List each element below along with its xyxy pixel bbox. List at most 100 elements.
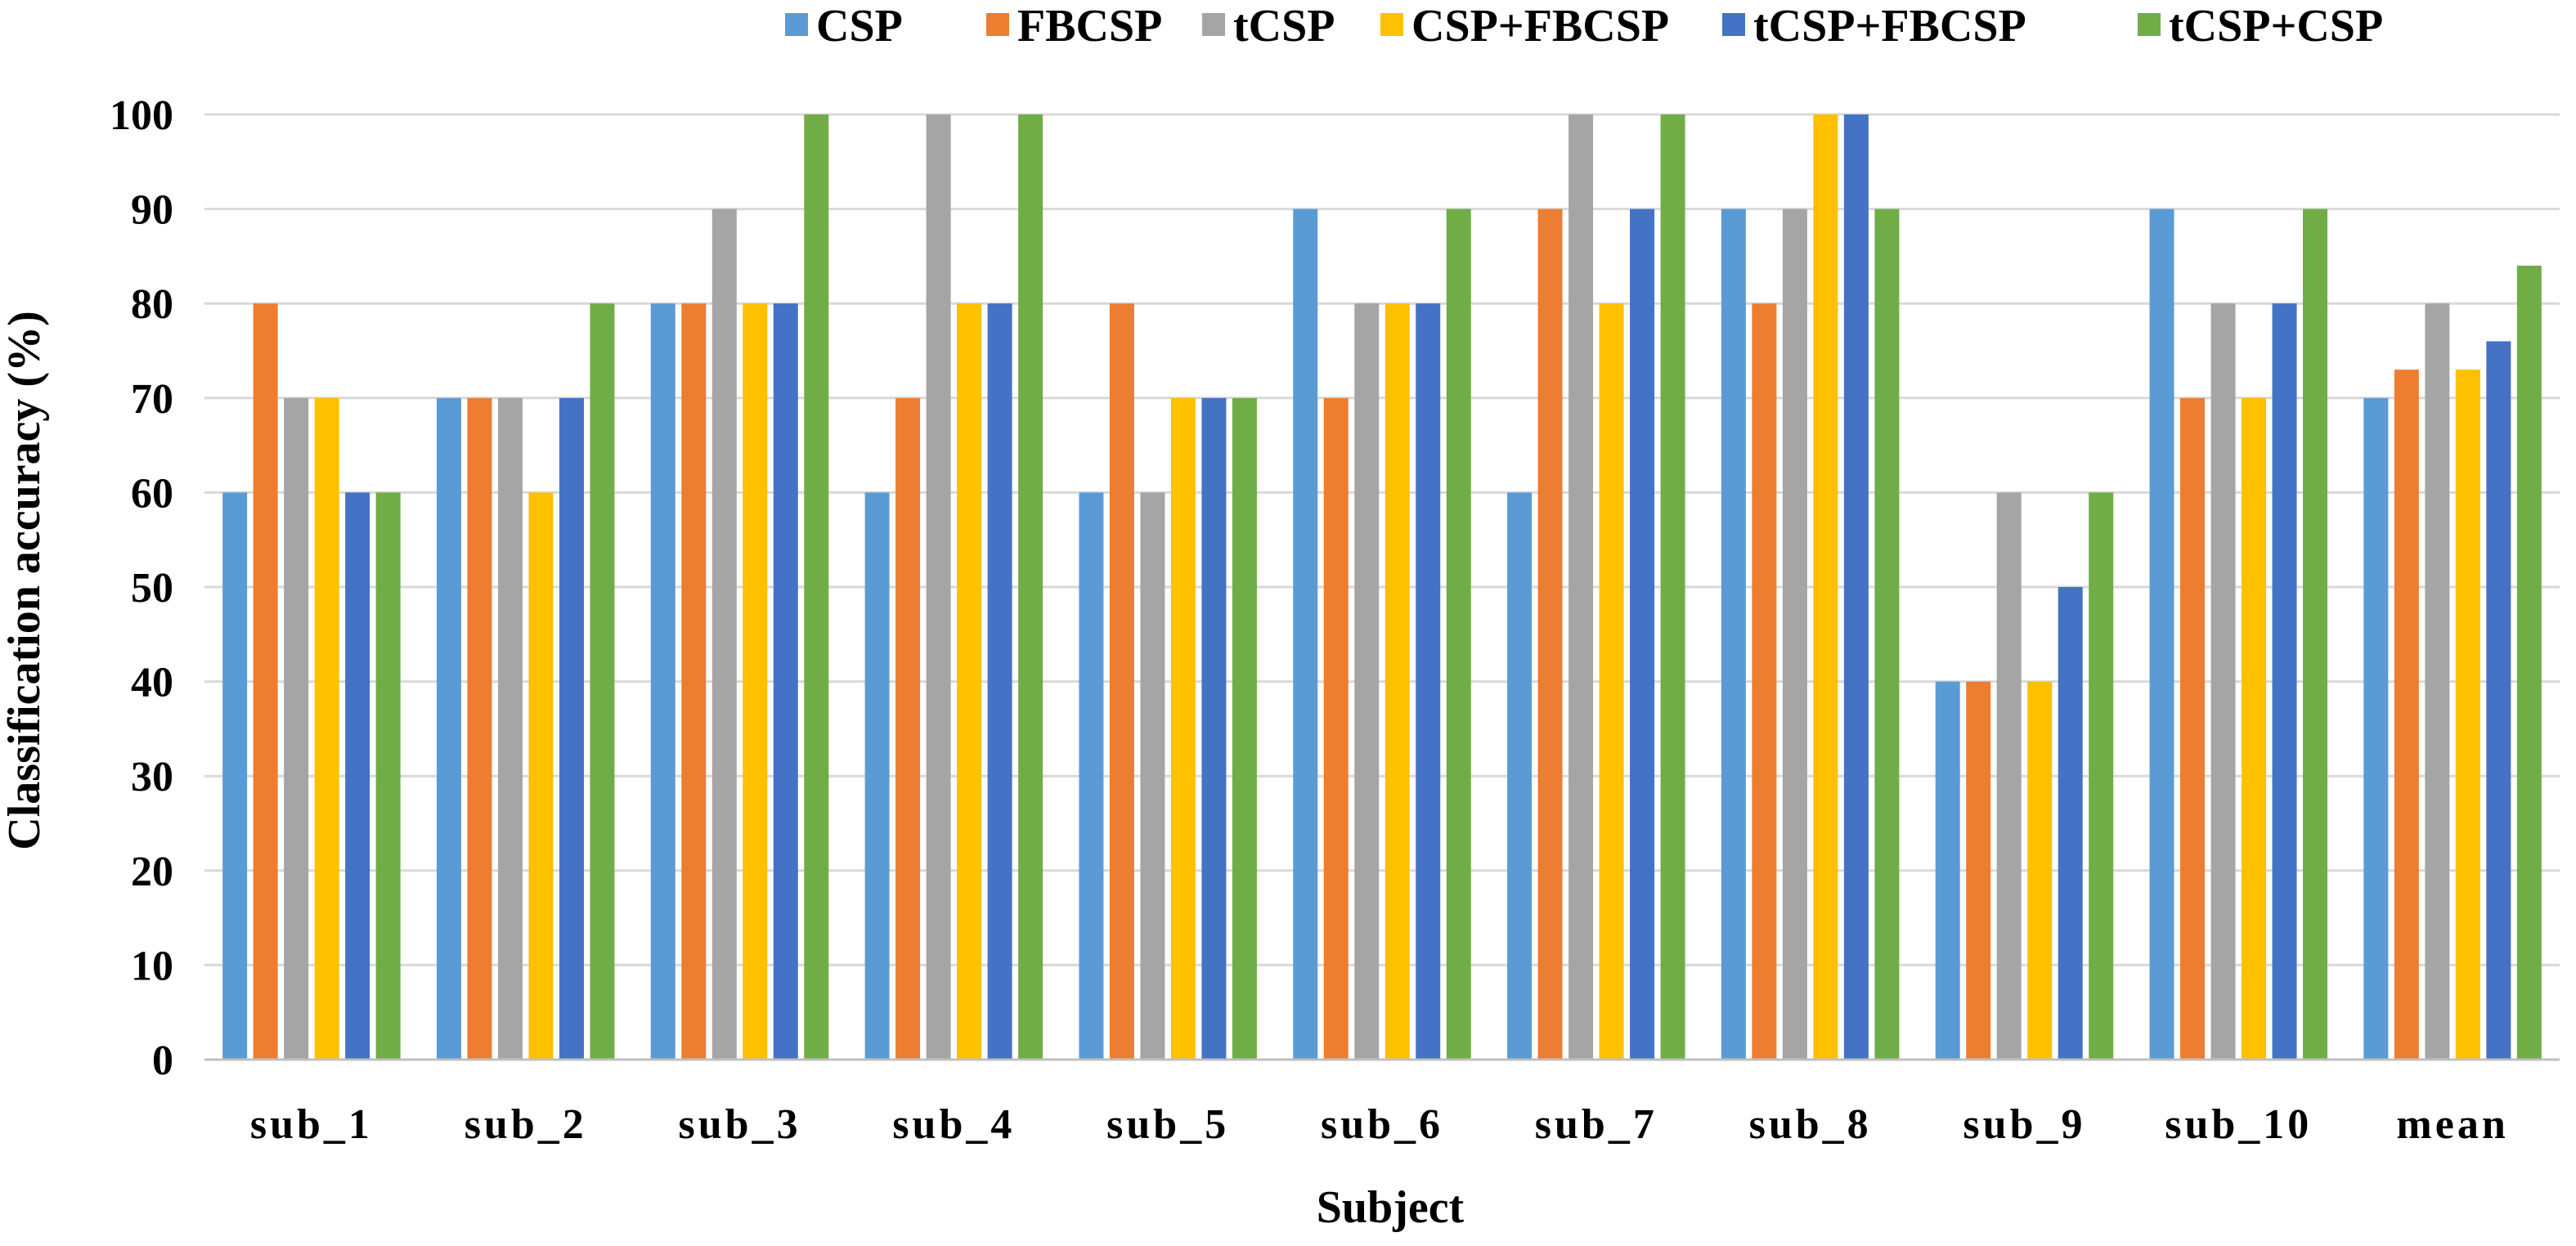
bar-mean-CSP+FBCSP	[2455, 370, 2480, 1060]
bar-sub_9-CSP	[1935, 681, 1960, 1060]
bar-sub_9-tCSP	[1996, 492, 2022, 1060]
legend-label: tCSP+FBCSP	[1753, 1, 2026, 52]
x-tick-label: sub_8	[1749, 1101, 1872, 1148]
bar-sub_2-CSP+FBCSP	[528, 492, 554, 1060]
bar-mean-FBCSP	[2394, 370, 2419, 1060]
bar-sub_2-tCSP+CSP	[590, 303, 615, 1060]
x-tick-label: sub_5	[1106, 1101, 1229, 1148]
y-tick-label: 0	[152, 1038, 173, 1084]
bar-sub_4-CSP+FBCSP	[957, 303, 982, 1060]
bar-sub_2-CSP	[436, 397, 461, 1060]
x-tick-label: sub_1	[250, 1101, 373, 1148]
y-axis-ticks: 0 10 20 30 40 50 60 70 80 90 100	[110, 92, 173, 1084]
bar-sub_3-tCSP	[711, 208, 737, 1060]
bar-sub_3-CSP+FBCSP	[743, 303, 768, 1060]
bar-sub_9-FBCSP	[1966, 681, 1991, 1060]
bar-sub_8-tCSP+FBCSP	[1843, 114, 1869, 1060]
x-axis: sub_1 sub_2 sub_3 sub_4 sub_5 sub_6 sub_7 sub_8…	[204, 1058, 2560, 1148]
bar-sub_1-tCSP	[284, 397, 309, 1060]
legend: CSP FBCSP tCSP CSP+FBCSP tCSP+FBCSP tCSP+CSP	[785, 1, 2383, 52]
bar-sub_6-CSP	[1293, 208, 1318, 1060]
bar-sub_8-CSP	[1721, 208, 1746, 1060]
bar-sub_4-tCSP	[926, 114, 951, 1060]
bar-sub_5-tCSP+FBCSP	[1201, 397, 1227, 1060]
bar-sub_4-FBCSP	[895, 397, 921, 1060]
bar-sub_7-tCSP+CSP	[1660, 114, 1685, 1060]
bar-mean-tCSP	[2425, 303, 2450, 1060]
bar-sub_9-CSP+FBCSP	[2027, 681, 2053, 1060]
bar-sub_6-FBCSP	[1323, 397, 1349, 1060]
y-tick-label: 50	[131, 565, 173, 612]
bar-sub_8-FBCSP	[1752, 303, 1777, 1060]
y-tick-label: 70	[131, 376, 173, 423]
bar-sub_5-CSP+FBCSP	[1170, 397, 1196, 1060]
bar-sub_7-FBCSP	[1537, 208, 1563, 1060]
bar-sub_2-tCSP	[497, 397, 523, 1060]
bar-sub_7-CSP+FBCSP	[1599, 303, 1624, 1060]
bar-sub_10-FBCSP	[2180, 397, 2206, 1060]
bar-sub_7-tCSP	[1568, 114, 1594, 1060]
bar-sub_4-tCSP+CSP	[1018, 114, 1043, 1060]
bar-sub_10-CSP	[2149, 208, 2174, 1060]
legend-swatch-tCSP+CSP	[2138, 13, 2161, 36]
bar-sub_2-tCSP+FBCSP	[559, 397, 584, 1060]
x-axis-title: Subject	[1317, 1182, 1465, 1233]
legend-swatch-tCSP+FBCSP	[1722, 13, 1745, 36]
y-tick-label: 80	[131, 281, 173, 328]
bar-sub_7-CSP	[1507, 492, 1533, 1060]
bar-sub_7-tCSP+FBCSP	[1630, 208, 1655, 1060]
legend-swatch-tCSP	[1202, 13, 1225, 36]
legend-swatch-CSP+FBCSP	[1380, 13, 1403, 36]
bar-sub_6-tCSP+CSP	[1446, 208, 1471, 1060]
bar-sub_1-FBCSP	[253, 303, 278, 1060]
y-tick-label: 60	[131, 470, 173, 517]
bar-sub_10-tCSP+CSP	[2303, 208, 2328, 1060]
bar-sub_6-tCSP	[1354, 303, 1380, 1060]
bar-sub_3-FBCSP	[681, 303, 707, 1060]
bar-sub_1-tCSP+CSP	[375, 492, 401, 1060]
bar-sub_6-tCSP+FBCSP	[1416, 303, 1441, 1060]
bars	[222, 114, 2542, 1060]
x-tick-label: sub_7	[1535, 1101, 1658, 1148]
bar-sub_1-tCSP+FBCSP	[345, 492, 370, 1060]
bar-sub_5-tCSP	[1140, 492, 1165, 1060]
bar-mean-tCSP+FBCSP	[2486, 341, 2511, 1060]
bar-sub_1-CSP+FBCSP	[314, 397, 339, 1060]
bar-mean-CSP	[2363, 397, 2389, 1060]
x-tick-label: mean	[2396, 1101, 2508, 1148]
bar-sub_10-CSP+FBCSP	[2242, 397, 2267, 1060]
bar-sub_8-tCSP+CSP	[1874, 208, 1900, 1060]
gridlines	[204, 113, 2560, 966]
legend-label: FBCSP	[1017, 1, 1162, 52]
legend-swatch-FBCSP	[986, 13, 1009, 36]
legend-label: CSP	[816, 1, 903, 52]
y-tick-label: 20	[131, 849, 173, 895]
x-tick-label: sub_2	[464, 1101, 587, 1148]
bar-sub_3-tCSP+CSP	[804, 114, 829, 1060]
y-tick-label: 100	[110, 92, 173, 139]
bar-sub_4-tCSP+FBCSP	[987, 303, 1012, 1060]
bar-sub_5-FBCSP	[1109, 303, 1134, 1060]
bar-sub_9-tCSP+CSP	[2089, 492, 2114, 1060]
bar-sub_8-tCSP	[1782, 208, 1807, 1060]
legend-label: CSP+FBCSP	[1411, 1, 1669, 52]
bar-sub_9-tCSP+FBCSP	[2058, 587, 2083, 1060]
bar-sub_10-tCSP	[2210, 303, 2236, 1060]
legend-swatch-CSP	[785, 13, 808, 36]
bar-sub_8-CSP+FBCSP	[1813, 114, 1838, 1060]
y-axis-title: Classification accuracy (%)	[0, 311, 50, 849]
y-tick-label: 30	[131, 754, 173, 800]
y-tick-label: 40	[131, 660, 173, 706]
bar-sub_4-CSP	[864, 492, 890, 1060]
bar-sub_5-CSP	[1079, 492, 1104, 1060]
x-tick-label: sub_4	[892, 1101, 1015, 1148]
y-tick-label: 90	[131, 187, 173, 234]
bar-sub_1-CSP	[222, 492, 248, 1060]
x-tick-label: sub_3	[679, 1101, 801, 1148]
bar-sub_5-tCSP+CSP	[1232, 397, 1257, 1060]
x-tick-label: sub_10	[2165, 1101, 2312, 1148]
y-tick-label: 10	[131, 943, 173, 989]
x-tick-label: sub_6	[1321, 1101, 1443, 1148]
bar-sub_3-tCSP+FBCSP	[773, 303, 798, 1060]
